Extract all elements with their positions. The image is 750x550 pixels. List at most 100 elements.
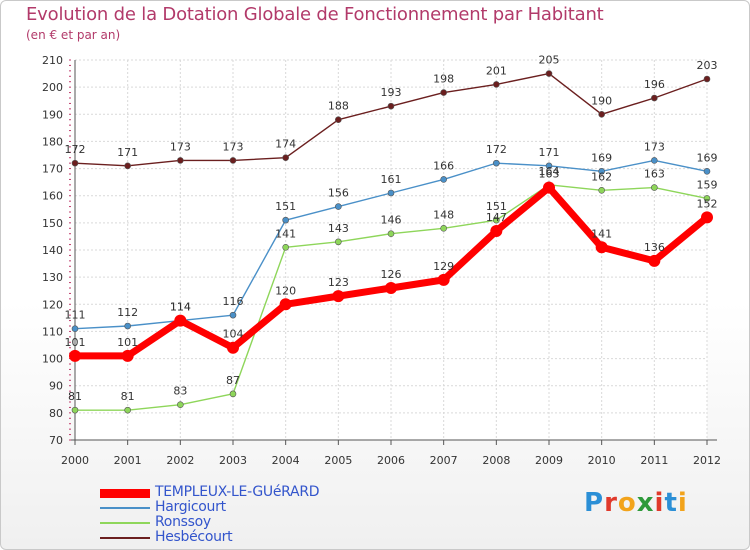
legend-swatch bbox=[100, 537, 150, 539]
data-label: 126 bbox=[381, 268, 402, 281]
data-label: 116 bbox=[223, 295, 244, 308]
x-tick-label: 2010 bbox=[588, 454, 616, 467]
data-point bbox=[703, 75, 711, 83]
data-label: 205 bbox=[539, 54, 560, 67]
x-tick-label: 2005 bbox=[324, 454, 352, 467]
x-tick-label: 2007 bbox=[430, 454, 458, 467]
data-point bbox=[177, 157, 184, 164]
x-tick-label: 2009 bbox=[535, 454, 563, 467]
y-tick-label: 70 bbox=[49, 434, 63, 447]
logo-letter: P bbox=[584, 488, 605, 518]
data-point bbox=[121, 349, 134, 362]
legend-swatch bbox=[100, 522, 150, 524]
data-label: 156 bbox=[328, 187, 349, 200]
data-label: 87 bbox=[226, 374, 240, 387]
logo-letter: o bbox=[617, 488, 637, 518]
data-point bbox=[335, 238, 342, 246]
data-point bbox=[648, 254, 661, 267]
data-point bbox=[71, 325, 79, 333]
data-point bbox=[701, 211, 713, 224]
x-tick-label: 2003 bbox=[219, 454, 247, 467]
data-point bbox=[651, 157, 658, 164]
data-label: 129 bbox=[433, 260, 454, 273]
data-label: 147 bbox=[486, 211, 507, 224]
data-label: 188 bbox=[328, 100, 349, 113]
data-point bbox=[229, 311, 237, 319]
data-point bbox=[595, 241, 608, 254]
data-label: 196 bbox=[644, 78, 665, 91]
data-label: 173 bbox=[223, 140, 244, 153]
data-label: 120 bbox=[275, 284, 296, 297]
data-point bbox=[493, 216, 500, 224]
data-point bbox=[69, 349, 81, 362]
data-label: 101 bbox=[117, 336, 138, 349]
data-label: 163 bbox=[644, 168, 665, 181]
data-point bbox=[229, 157, 237, 164]
x-tick-label: 2000 bbox=[61, 454, 89, 467]
data-point bbox=[490, 225, 503, 237]
logo-letter: t bbox=[664, 488, 678, 518]
data-label: 143 bbox=[328, 222, 349, 235]
data-point bbox=[71, 406, 79, 414]
data-point bbox=[703, 195, 711, 202]
x-tick-label: 2011 bbox=[640, 454, 668, 467]
data-point bbox=[543, 181, 555, 194]
data-point bbox=[282, 154, 289, 162]
data-point bbox=[279, 298, 292, 311]
data-point bbox=[332, 290, 345, 303]
data-label: 81 bbox=[121, 390, 135, 403]
data-label: 162 bbox=[591, 170, 612, 183]
data-point bbox=[493, 81, 500, 88]
data-point bbox=[545, 162, 553, 170]
data-point bbox=[651, 94, 658, 102]
data-label: 81 bbox=[68, 390, 82, 403]
data-label: 171 bbox=[539, 146, 560, 159]
data-point bbox=[387, 230, 395, 238]
data-label: 104 bbox=[223, 328, 244, 341]
data-label: 152 bbox=[697, 197, 718, 210]
legend-label: Ronssoy bbox=[155, 514, 211, 530]
data-label: 163 bbox=[539, 168, 560, 181]
legend-label: Hargicourt bbox=[155, 499, 226, 515]
data-point bbox=[703, 167, 711, 175]
chart-title: Evolution de la Dotation Globale de Fonc… bbox=[26, 4, 604, 25]
proxiti-logo: Proxiti bbox=[584, 488, 688, 518]
x-tick-label: 2001 bbox=[114, 454, 142, 467]
x-tick-label: 2008 bbox=[482, 454, 510, 467]
logo-letter: i bbox=[654, 488, 665, 518]
logo-letter: x bbox=[636, 488, 655, 518]
y-tick-label: 80 bbox=[49, 407, 63, 420]
data-point bbox=[177, 401, 184, 409]
data-point bbox=[124, 406, 131, 414]
y-tick-label: 150 bbox=[42, 217, 63, 230]
data-label: 169 bbox=[591, 151, 612, 164]
data-label: 190 bbox=[591, 94, 612, 107]
data-point bbox=[124, 162, 131, 170]
data-label: 141 bbox=[275, 227, 296, 240]
y-tick-label: 180 bbox=[42, 135, 63, 148]
y-tick-label: 190 bbox=[42, 108, 63, 121]
data-point bbox=[440, 224, 447, 232]
data-point bbox=[598, 110, 605, 118]
data-point bbox=[335, 116, 342, 124]
data-label: 166 bbox=[433, 159, 454, 172]
legend-swatch bbox=[100, 489, 150, 498]
data-point bbox=[387, 102, 395, 110]
data-point bbox=[651, 184, 658, 191]
x-tick-label: 2006 bbox=[377, 454, 405, 467]
data-label: 172 bbox=[65, 143, 86, 156]
data-point bbox=[174, 314, 187, 327]
data-label: 161 bbox=[381, 173, 402, 186]
data-point bbox=[385, 282, 397, 294]
data-label: 111 bbox=[65, 309, 86, 322]
data-point bbox=[71, 159, 79, 167]
data-label: 169 bbox=[697, 151, 718, 164]
y-tick-label: 120 bbox=[42, 298, 63, 311]
data-label: 171 bbox=[117, 146, 138, 159]
data-point bbox=[545, 70, 553, 77]
data-label: 201 bbox=[486, 64, 507, 77]
data-label: 198 bbox=[433, 73, 454, 86]
data-label: 159 bbox=[697, 178, 718, 191]
data-label: 174 bbox=[275, 138, 296, 151]
